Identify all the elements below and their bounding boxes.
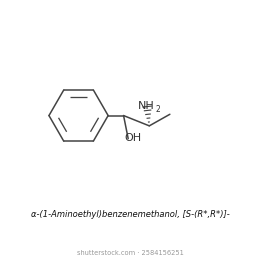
Text: 2: 2 [156,105,161,114]
Text: shutterstock.com · 2584156251: shutterstock.com · 2584156251 [77,250,183,256]
Text: NH: NH [138,101,155,111]
Text: OH: OH [124,132,141,143]
Text: α-(1-Aminoethyl)benzenemethanol, [S-(R*,R*)]-: α-(1-Aminoethyl)benzenemethanol, [S-(R*,… [31,210,229,219]
